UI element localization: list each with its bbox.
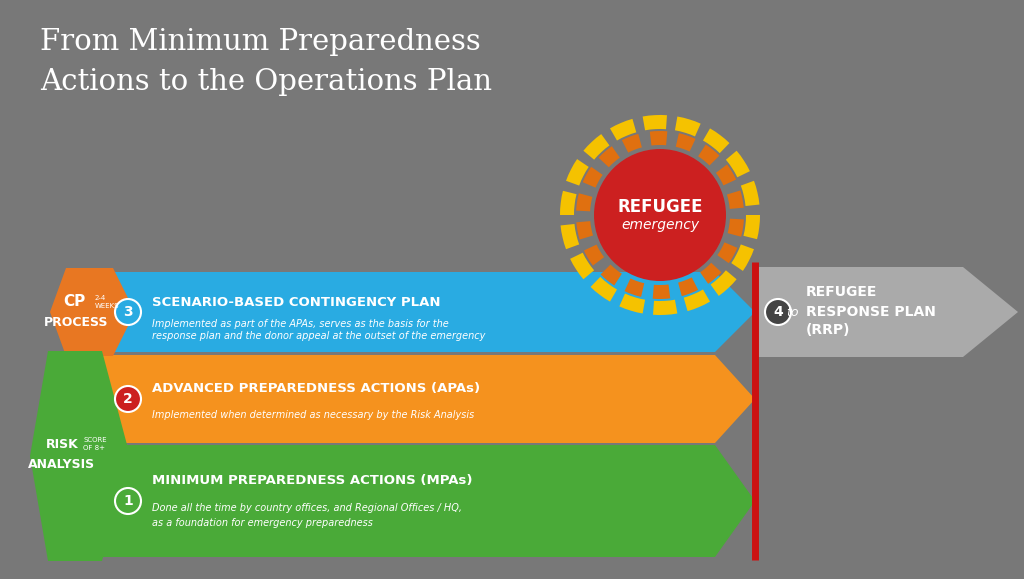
Wedge shape	[700, 263, 722, 284]
Wedge shape	[560, 224, 580, 249]
Text: PROCESS: PROCESS	[44, 316, 109, 328]
Polygon shape	[758, 267, 1018, 357]
Text: REFUGEE: REFUGEE	[617, 198, 702, 216]
Wedge shape	[577, 221, 593, 240]
Wedge shape	[740, 181, 760, 206]
Wedge shape	[610, 119, 636, 141]
Text: to: to	[786, 306, 799, 318]
Wedge shape	[718, 243, 737, 263]
Wedge shape	[652, 284, 671, 299]
Text: SCORE
OF 8+: SCORE OF 8+	[83, 437, 106, 450]
Text: (RRP): (RRP)	[806, 323, 851, 337]
Polygon shape	[100, 355, 755, 443]
Text: emergency: emergency	[621, 218, 699, 232]
Wedge shape	[622, 134, 642, 153]
Wedge shape	[703, 129, 729, 153]
Wedge shape	[698, 145, 720, 166]
Wedge shape	[676, 133, 695, 152]
Text: 1: 1	[123, 494, 133, 508]
Text: 3: 3	[123, 305, 133, 319]
Wedge shape	[570, 252, 594, 279]
Wedge shape	[743, 215, 760, 239]
Text: as a foundation for emergency preparedness: as a foundation for emergency preparedne…	[152, 518, 373, 529]
Wedge shape	[566, 159, 589, 186]
Polygon shape	[50, 268, 135, 356]
Text: REFUGEE: REFUGEE	[806, 285, 878, 299]
Circle shape	[594, 149, 726, 281]
Wedge shape	[731, 244, 754, 271]
Text: RESPONSE PLAN: RESPONSE PLAN	[806, 305, 936, 319]
Circle shape	[765, 299, 791, 325]
Wedge shape	[591, 277, 617, 302]
Wedge shape	[728, 219, 743, 237]
Wedge shape	[583, 167, 603, 188]
Text: 2-4
WEEKS: 2-4 WEEKS	[94, 295, 119, 309]
Wedge shape	[560, 191, 577, 215]
Text: Done all the time by country offices, and Regional Offices / HQ,: Done all the time by country offices, an…	[152, 503, 462, 513]
Text: 4: 4	[773, 305, 783, 319]
Wedge shape	[601, 265, 622, 285]
Polygon shape	[100, 445, 755, 557]
Wedge shape	[678, 277, 698, 296]
Text: Actions to the Operations Plan: Actions to the Operations Plan	[40, 68, 492, 96]
Text: response plan and the donor appeal at the outset of the emergency: response plan and the donor appeal at th…	[152, 331, 485, 341]
Text: RISK: RISK	[46, 438, 79, 450]
Wedge shape	[711, 270, 736, 296]
Polygon shape	[100, 272, 755, 352]
Text: CP: CP	[63, 295, 85, 310]
Text: SCENARIO-BASED CONTINGENCY PLAN: SCENARIO-BASED CONTINGENCY PLAN	[152, 296, 440, 309]
Wedge shape	[727, 190, 743, 209]
Circle shape	[115, 386, 141, 412]
Wedge shape	[653, 300, 677, 315]
Wedge shape	[650, 131, 668, 145]
Wedge shape	[726, 151, 750, 177]
Circle shape	[115, 488, 141, 514]
Wedge shape	[584, 244, 604, 266]
Wedge shape	[716, 164, 736, 185]
Wedge shape	[625, 278, 644, 297]
Text: From Minimum Preparedness: From Minimum Preparedness	[40, 28, 480, 56]
Polygon shape	[30, 351, 130, 561]
Text: Implemented as part of the APAs, serves as the basis for the: Implemented as part of the APAs, serves …	[152, 319, 449, 329]
Wedge shape	[620, 294, 645, 313]
Text: ANALYSIS: ANALYSIS	[29, 459, 95, 471]
Text: 2: 2	[123, 392, 133, 406]
Text: Implemented when determined as necessary by the Risk Analysis: Implemented when determined as necessary…	[152, 410, 474, 420]
Wedge shape	[684, 290, 710, 311]
Circle shape	[115, 299, 141, 325]
Text: ADVANCED PREPAREDNESS ACTIONS (APAs): ADVANCED PREPAREDNESS ACTIONS (APAs)	[152, 382, 480, 395]
Wedge shape	[599, 146, 620, 167]
Text: MINIMUM PREPAREDNESS ACTIONS (MPAs): MINIMUM PREPAREDNESS ACTIONS (MPAs)	[152, 474, 472, 488]
Wedge shape	[584, 134, 609, 160]
Wedge shape	[643, 115, 667, 130]
Wedge shape	[577, 193, 593, 211]
Wedge shape	[675, 116, 700, 137]
